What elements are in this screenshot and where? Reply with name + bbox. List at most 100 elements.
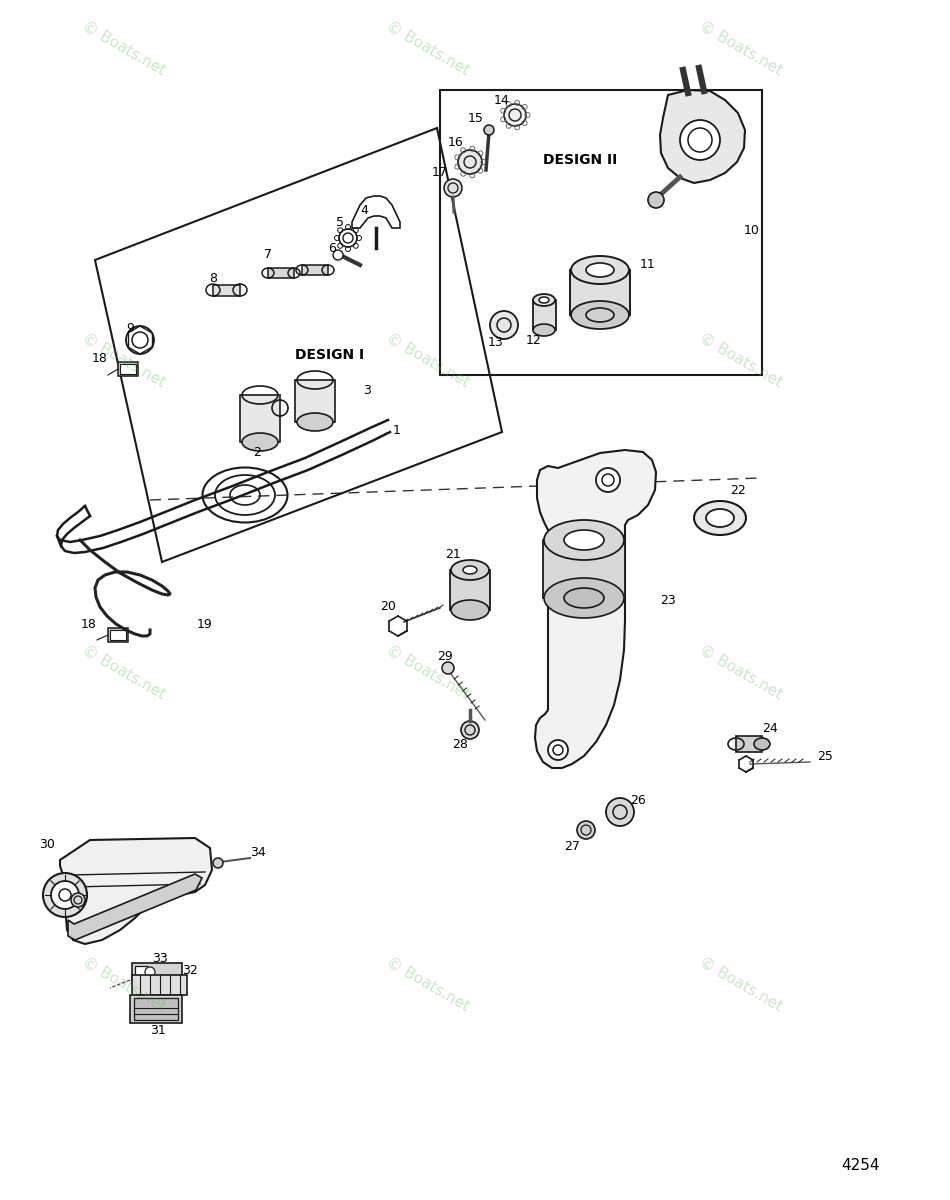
Text: © Boats.net: © Boats.net: [696, 642, 786, 702]
Text: 18: 18: [92, 352, 108, 365]
Polygon shape: [68, 874, 202, 940]
Polygon shape: [660, 90, 745, 182]
Text: 24: 24: [762, 721, 778, 734]
Text: 28: 28: [452, 738, 468, 751]
Circle shape: [442, 662, 454, 674]
Ellipse shape: [544, 578, 624, 618]
Text: © Boats.net: © Boats.net: [79, 18, 168, 78]
Ellipse shape: [544, 520, 624, 560]
Text: 25: 25: [817, 750, 833, 763]
Circle shape: [490, 311, 518, 338]
Text: 27: 27: [564, 840, 580, 852]
Circle shape: [461, 721, 479, 739]
Text: 15: 15: [468, 112, 484, 125]
Text: © Boats.net: © Boats.net: [79, 642, 168, 702]
Ellipse shape: [539, 296, 549, 302]
Text: 1: 1: [393, 424, 401, 437]
Ellipse shape: [754, 738, 770, 750]
Polygon shape: [535, 450, 656, 768]
Circle shape: [444, 179, 462, 197]
Text: © Boats.net: © Boats.net: [383, 18, 472, 78]
Ellipse shape: [533, 324, 555, 336]
Bar: [108, 628, 128, 642]
Text: © Boats.net: © Boats.net: [383, 330, 472, 390]
Text: 9: 9: [126, 322, 134, 335]
Text: 2: 2: [253, 446, 261, 460]
Text: 18: 18: [81, 618, 97, 631]
Circle shape: [548, 740, 568, 760]
Text: 23: 23: [660, 594, 675, 606]
Bar: [118, 362, 138, 376]
Text: © Boats.net: © Boats.net: [79, 954, 168, 1014]
Ellipse shape: [564, 530, 604, 550]
Text: 33: 33: [152, 952, 168, 965]
Text: 13: 13: [488, 336, 504, 348]
Text: 31: 31: [150, 1024, 166, 1037]
Text: 29: 29: [437, 650, 453, 664]
Ellipse shape: [564, 588, 604, 608]
Circle shape: [606, 798, 634, 826]
Bar: [132, 962, 182, 982]
Text: 19: 19: [198, 618, 213, 631]
Text: 7: 7: [264, 248, 272, 262]
Text: 22: 22: [731, 484, 746, 497]
Circle shape: [504, 104, 526, 126]
Polygon shape: [302, 265, 328, 275]
Text: 8: 8: [209, 271, 217, 284]
Circle shape: [145, 967, 155, 977]
Polygon shape: [60, 838, 212, 944]
Ellipse shape: [297, 413, 333, 431]
Ellipse shape: [242, 433, 278, 451]
Circle shape: [333, 250, 343, 260]
Ellipse shape: [451, 600, 489, 620]
Text: 3: 3: [363, 384, 371, 396]
Text: 16: 16: [448, 136, 464, 149]
Text: 12: 12: [526, 334, 542, 347]
Text: 21: 21: [446, 548, 461, 562]
Ellipse shape: [706, 509, 734, 527]
Text: 5: 5: [336, 216, 344, 228]
Ellipse shape: [694, 502, 746, 535]
Circle shape: [43, 874, 87, 917]
Polygon shape: [543, 540, 625, 598]
Text: 17: 17: [432, 167, 448, 180]
Text: 30: 30: [39, 839, 55, 852]
Text: 14: 14: [494, 94, 510, 107]
Bar: [134, 998, 178, 1020]
Text: 11: 11: [640, 258, 656, 271]
Polygon shape: [240, 395, 280, 442]
Text: 4: 4: [360, 204, 368, 216]
Text: DESIGN II: DESIGN II: [542, 152, 618, 167]
Text: © Boats.net: © Boats.net: [696, 954, 786, 1014]
Bar: [135, 966, 147, 978]
Text: 34: 34: [250, 846, 266, 858]
Text: © Boats.net: © Boats.net: [696, 330, 786, 390]
Ellipse shape: [571, 301, 629, 329]
Ellipse shape: [571, 256, 629, 284]
Circle shape: [596, 468, 620, 492]
Polygon shape: [213, 284, 240, 296]
Ellipse shape: [586, 308, 614, 322]
Ellipse shape: [533, 294, 555, 306]
Text: DESIGN I: DESIGN I: [295, 348, 365, 362]
Bar: [120, 364, 136, 374]
Bar: [110, 630, 126, 640]
Text: 10: 10: [744, 223, 760, 236]
Polygon shape: [736, 736, 762, 752]
Circle shape: [577, 821, 595, 839]
Circle shape: [51, 881, 79, 910]
Text: 20: 20: [380, 600, 396, 613]
Text: 4254: 4254: [841, 1158, 880, 1172]
Circle shape: [680, 120, 720, 160]
Text: © Boats.net: © Boats.net: [696, 18, 786, 78]
Polygon shape: [533, 300, 556, 330]
Text: 6: 6: [328, 241, 336, 254]
Text: 32: 32: [182, 964, 198, 977]
Text: © Boats.net: © Boats.net: [383, 954, 472, 1014]
Circle shape: [648, 192, 664, 208]
Text: 26: 26: [630, 793, 646, 806]
Ellipse shape: [463, 566, 477, 574]
Bar: [130, 995, 182, 1022]
Bar: [440, 90, 762, 374]
Circle shape: [458, 150, 482, 174]
